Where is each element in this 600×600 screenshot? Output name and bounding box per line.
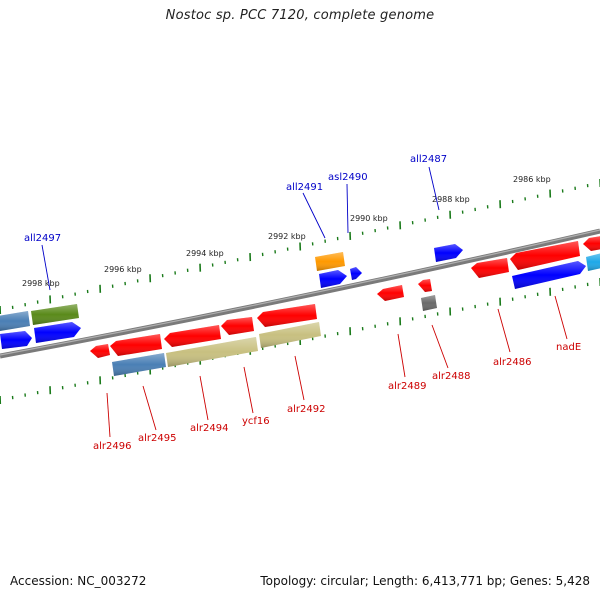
scale-label: 2988 kbp: [432, 195, 470, 204]
outer-tick-ring: [0, 179, 600, 315]
scale-label: 2986 kbp: [513, 175, 551, 184]
connector-all2487: [428, 166, 440, 211]
connector-all2491: [302, 192, 326, 239]
gene-arrow-red[interactable]: [583, 236, 600, 251]
connector-alr2488: [431, 324, 449, 369]
connector-alr2486: [497, 308, 511, 353]
gene-arrow-gray[interactable]: [421, 295, 437, 311]
gene-arrow-cyan[interactable]: [586, 253, 600, 271]
gene-arrow-all2487[interactable]: [434, 244, 463, 262]
scale-labels: 2998 kbp 2996 kbp 2994 kbp 2992 kbp 2990…: [22, 175, 551, 288]
scale-label: 2998 kbp: [22, 279, 60, 288]
gene-arrow-alr2494[interactable]: [164, 325, 221, 347]
gene-label-nadE[interactable]: nadE: [556, 342, 581, 353]
connector-alr2495: [142, 385, 157, 431]
scale-label: 2994 kbp: [186, 249, 224, 258]
label-connectors-reverse: [106, 295, 568, 438]
gene-label-alr2495[interactable]: alr2495: [138, 433, 176, 444]
scale-label: 2990 kbp: [350, 214, 388, 223]
gene-label-alr2489[interactable]: alr2489: [388, 381, 426, 392]
scale-label: 2996 kbp: [104, 265, 142, 274]
gene-label-alr2494[interactable]: alr2494: [190, 423, 228, 434]
scale-label: 2992 kbp: [268, 232, 306, 241]
gene-arrow-steelblue[interactable]: [0, 311, 30, 331]
connector-nadE: [554, 295, 568, 340]
connector-alr2496: [106, 392, 111, 438]
reverse-strand-genes: [90, 236, 600, 376]
label-connectors-forward: [41, 166, 440, 291]
gene-arrow-red[interactable]: [90, 344, 110, 358]
gene-arrow-alr2492[interactable]: [257, 304, 317, 327]
gene-arrow-all2491[interactable]: [315, 252, 345, 271]
arrow-shading: [0, 236, 600, 376]
connector-asl2490: [346, 183, 349, 234]
gene-label-alr2488[interactable]: alr2488: [432, 371, 470, 382]
genome-summary-text: Topology: circular; Length: 6,413,771 bp…: [260, 574, 590, 588]
gene-arrow-alr2489[interactable]: [377, 285, 404, 301]
gene-label-all2487[interactable]: all2487: [410, 154, 447, 165]
accession-text: Accession: NC_003272: [10, 574, 147, 588]
gene-arrow-blue[interactable]: [0, 331, 32, 349]
gene-arrow-alr2495[interactable]: [112, 353, 166, 376]
gene-arrow-all2497[interactable]: [31, 304, 79, 325]
gene-arrow-asl2490[interactable]: [350, 267, 362, 280]
gene-label-all2497[interactable]: all2497: [24, 233, 61, 244]
gene-label-ycf16[interactable]: ycf16: [242, 416, 270, 427]
connector-ycf16: [243, 366, 254, 414]
gene-arrow-alr2496[interactable]: [110, 334, 162, 356]
connector-alr2492: [294, 355, 305, 401]
gene-label-alr2486[interactable]: alr2486: [493, 357, 531, 368]
connector-all2497: [41, 244, 51, 291]
gene-arrow-ycf16[interactable]: [221, 317, 254, 335]
gene-label-asl2490[interactable]: asl2490: [328, 172, 368, 183]
gene-label-alr2492[interactable]: alr2492: [287, 404, 325, 415]
gene-arrow-alr2488[interactable]: [418, 279, 432, 292]
gene-label-all2491[interactable]: all2491: [286, 182, 323, 193]
connector-alr2489: [397, 333, 406, 378]
gene-label-alr2496[interactable]: alr2496: [93, 441, 131, 452]
genome-title: Nostoc sp. PCC 7120, complete genome: [165, 8, 435, 23]
connector-alr2494: [199, 375, 209, 421]
